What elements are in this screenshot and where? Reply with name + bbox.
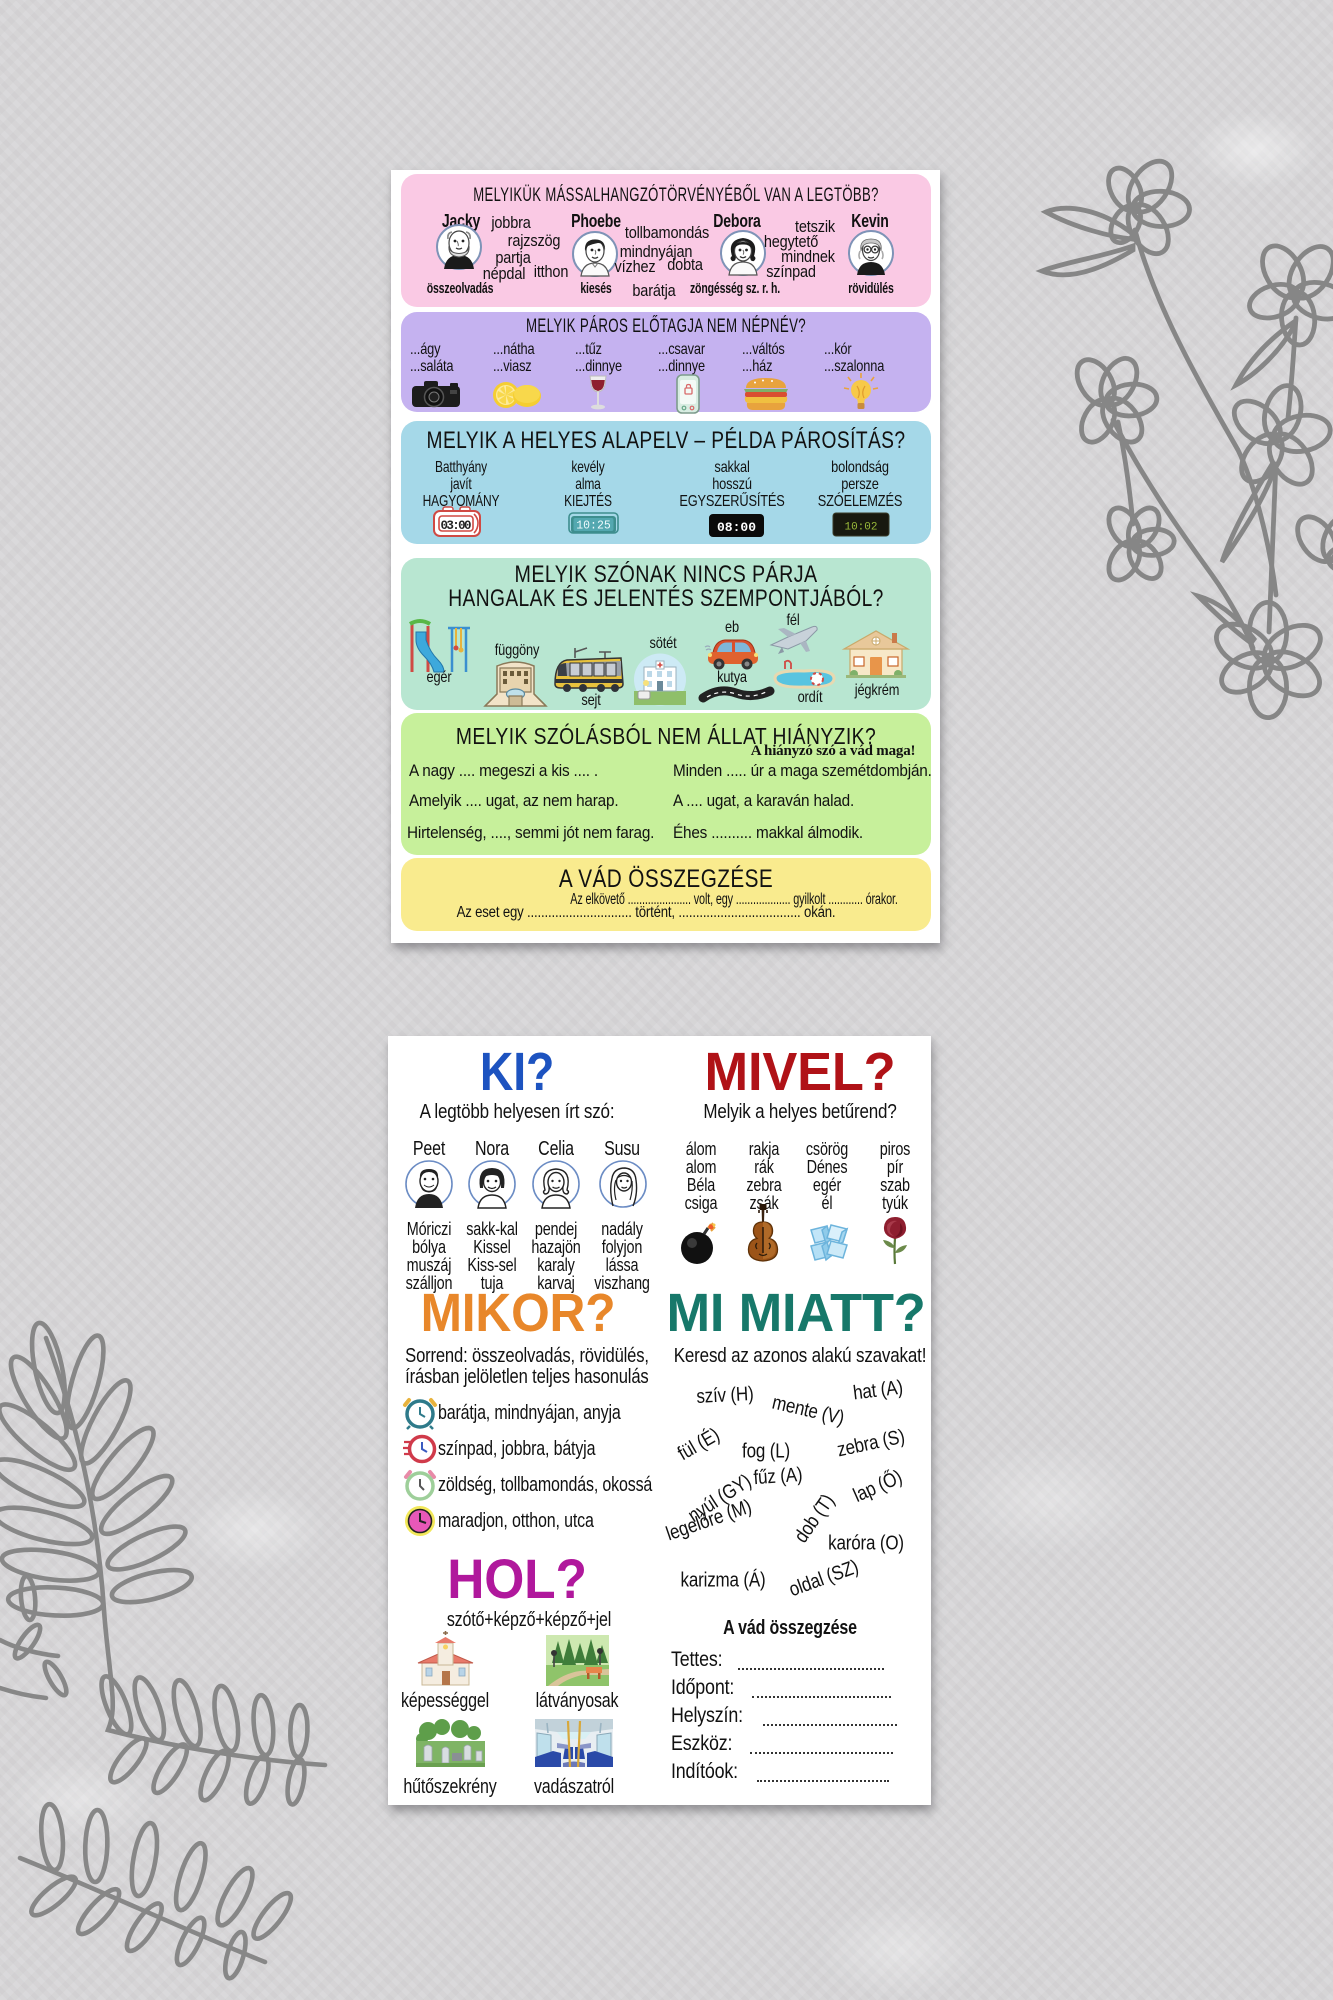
svg-text:03:00: 03:00 — [441, 519, 472, 533]
svg-text:08:00: 08:00 — [717, 520, 756, 535]
svg-text:10:25: 10:25 — [576, 520, 611, 533]
svg-text:10:02: 10:02 — [844, 522, 877, 534]
